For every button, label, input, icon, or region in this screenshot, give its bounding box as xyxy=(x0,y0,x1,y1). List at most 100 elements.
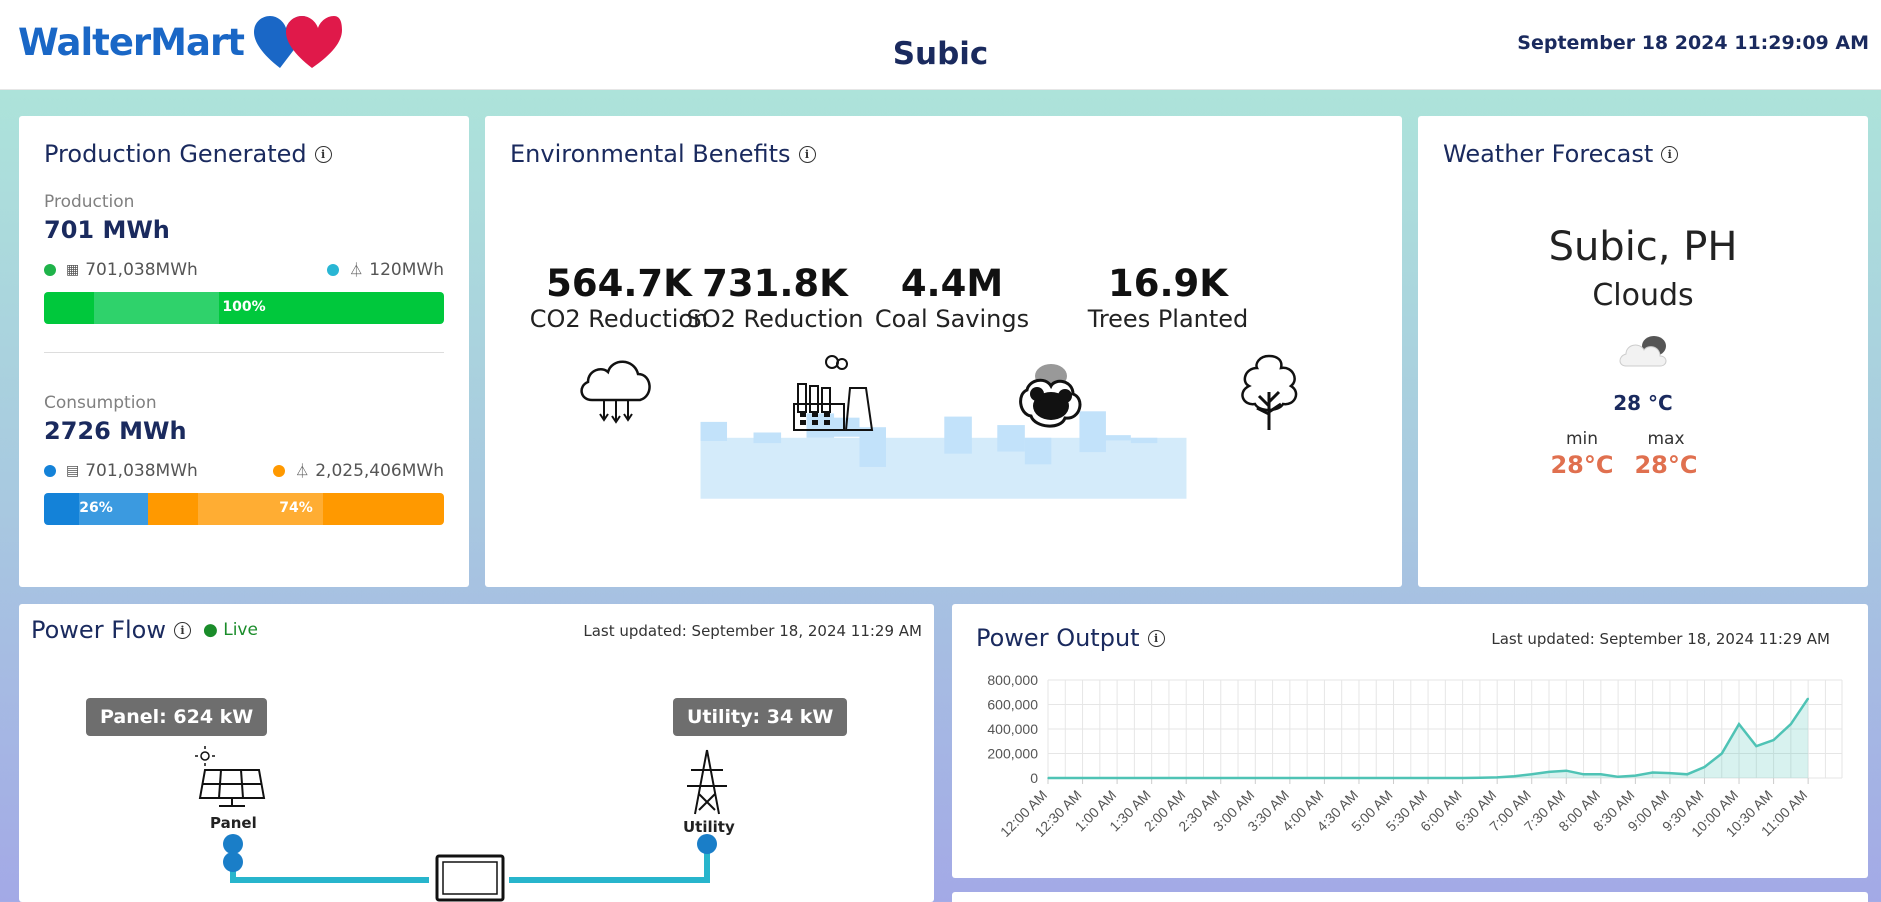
stat-label: Trees Planted xyxy=(1087,305,1249,333)
transmission-tower-icon: ⏃ xyxy=(349,263,364,279)
bar-highlight xyxy=(198,493,323,525)
series-area xyxy=(1048,698,1809,778)
power-flow-title: Power Flow xyxy=(31,616,166,644)
data-point xyxy=(1720,752,1723,755)
weather-forecast-card: Weather Forecast i Subic, PH Clouds 28 °… xyxy=(1418,116,1868,587)
green-dot-icon xyxy=(44,264,56,276)
data-point xyxy=(1634,774,1637,777)
data-point xyxy=(1289,777,1291,779)
power-flow-diagram xyxy=(195,746,727,902)
production-value: 701 MWh xyxy=(44,216,170,244)
data-point xyxy=(1790,723,1792,725)
data-point xyxy=(1755,745,1758,747)
stat-value: 731.8K xyxy=(702,262,848,305)
cons-solar-value: 701,038MWh xyxy=(85,461,198,481)
max-value: 28°C xyxy=(1634,451,1698,479)
stat-value: 4.4M xyxy=(900,262,1004,305)
card-title: Production Generated i xyxy=(44,140,444,168)
legend-solar: ▦ 701,038MWh xyxy=(44,260,198,280)
stat-value: 16.9K xyxy=(1108,262,1228,305)
header: WalterMart Subic September 18 2024 11:29… xyxy=(0,0,1881,90)
environment-title: Environmental Benefits xyxy=(510,140,791,168)
info-icon[interactable]: i xyxy=(314,145,332,163)
power-flow-card: Power Flow i ● Live Last updated: Septem… xyxy=(19,604,934,902)
card-title: Weather Forecast i xyxy=(1443,140,1843,168)
stat-label: CO2 Reduction xyxy=(529,305,709,333)
data-point xyxy=(1530,773,1533,776)
legend-grid: ⏃ 120MWh xyxy=(327,260,444,280)
stat-trees: 16.9K Trees Planted xyxy=(1068,262,1268,333)
production-generated-card: Production Generated i Production 701 MW… xyxy=(19,116,469,587)
data-point xyxy=(1219,777,1222,779)
power-output-card: Power Output i Last updated: September 1… xyxy=(952,604,1868,878)
production-label: Production xyxy=(44,192,135,212)
data-point xyxy=(1513,775,1516,777)
cloud-rain-icon xyxy=(580,360,651,424)
data-point xyxy=(1150,777,1153,779)
info-icon[interactable]: i xyxy=(798,145,816,163)
data-point xyxy=(1323,777,1326,779)
heart-logo-icon xyxy=(253,16,342,68)
production-bar-label: 100% xyxy=(222,299,266,315)
min-label: min xyxy=(1565,429,1599,449)
cloud-icon xyxy=(1619,336,1667,367)
consumption-grid-label: 74% xyxy=(279,500,313,516)
legend-cons-grid: ⏃ 2,025,406MWh xyxy=(273,461,444,481)
y-tick-label: 0 xyxy=(1030,770,1038,786)
environmental-benefits-card: Environmental Benefits i 564.7K CO2 Redu… xyxy=(485,116,1402,587)
transmission-tower-icon xyxy=(687,749,727,815)
stat-value: 564.7K xyxy=(546,262,692,305)
data-point xyxy=(1461,777,1464,779)
data-point xyxy=(1427,777,1429,779)
data-point xyxy=(1081,777,1084,779)
weather-temp: 28 °C xyxy=(1613,391,1673,415)
coal-icon xyxy=(1019,364,1082,428)
consumption-label: Consumption xyxy=(44,393,157,413)
orange-dot-icon xyxy=(273,465,286,477)
info-icon[interactable]: i xyxy=(1661,145,1679,163)
transmission-tower-icon: ⏃ xyxy=(295,464,310,480)
data-point xyxy=(1254,777,1257,779)
solar-panel-icon xyxy=(198,769,266,807)
panel-label: Panel xyxy=(210,814,257,832)
cyan-dot-icon xyxy=(327,264,340,276)
bar-highlight xyxy=(79,493,148,525)
data-point xyxy=(1392,777,1395,779)
prod-solar-value: 701,038MWh xyxy=(85,260,198,280)
weather-condition: Clouds xyxy=(1592,278,1694,313)
production-title: Production Generated xyxy=(44,140,307,168)
logo-text: WalterMart xyxy=(18,20,245,64)
inverter-icon xyxy=(435,854,505,902)
bar-highlight xyxy=(94,292,219,324)
stat-label: Coal Savings xyxy=(874,305,1030,333)
live-indicator: ● Live xyxy=(202,620,258,640)
data-point xyxy=(1772,739,1775,741)
data-point xyxy=(1703,766,1706,768)
card-title: Environmental Benefits i xyxy=(510,140,1377,168)
factory-icon xyxy=(793,355,874,431)
data-point xyxy=(1669,772,1671,774)
consumption-legend: ▤ 701,038MWh ⏃ 2,025,406MWh xyxy=(44,461,444,481)
cons-grid-value: 2,025,406MWh xyxy=(315,461,444,481)
data-point xyxy=(1738,723,1740,725)
y-tick-label: 400,000 xyxy=(987,721,1038,737)
walter-mart-logo[interactable]: WalterMart xyxy=(18,14,342,70)
panel-power-tag: Panel: 624 kW xyxy=(86,698,268,736)
data-point xyxy=(1479,776,1481,779)
last-updated: Last updated: September 18, 2024 11:29 A… xyxy=(583,622,922,640)
divider xyxy=(44,352,444,353)
info-icon[interactable]: i xyxy=(173,621,191,639)
last-updated: Last updated: September 18, 2024 11:29 A… xyxy=(1491,630,1830,648)
current-datetime: September 18 2024 11:29:09 AM xyxy=(1517,32,1869,54)
y-tick-label: 800,000 xyxy=(987,672,1038,688)
data-point xyxy=(1807,697,1809,700)
max-label: max xyxy=(1647,429,1685,449)
stat-coal: 4.4M Coal Savings xyxy=(852,262,1052,333)
y-tick-label: 600,000 xyxy=(987,697,1038,713)
data-point xyxy=(1185,777,1188,779)
data-point xyxy=(1565,769,1568,772)
info-icon[interactable]: i xyxy=(1147,629,1165,647)
consumption-value: 2726 MWh xyxy=(44,417,187,445)
utility-label: Utility xyxy=(683,818,735,836)
